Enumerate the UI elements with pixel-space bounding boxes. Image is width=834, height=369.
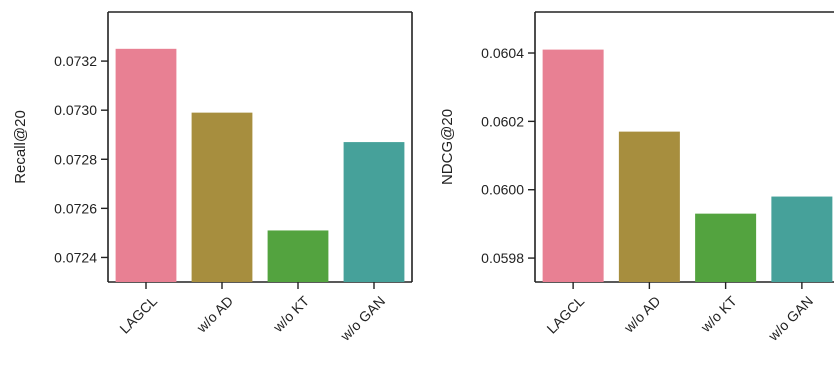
bar-w-o-ad bbox=[618, 131, 680, 282]
y-axis-label: NDCG@20 bbox=[439, 109, 456, 185]
x-tick-label: LAGCL bbox=[116, 293, 160, 337]
bar-w-o-ad bbox=[191, 112, 253, 283]
y-tick-label: 0.0604 bbox=[481, 45, 524, 61]
bar-w-o-kt bbox=[695, 213, 757, 282]
y-tick-label: 0.0724 bbox=[54, 249, 97, 265]
x-tick-label: w/o KT bbox=[269, 292, 312, 335]
ndcg-chart-panel: LAGCL w/o AD w/o KT w/o GAN 0.0598 0.0600 0.06… bbox=[439, 11, 834, 345]
bar-w-o-kt bbox=[267, 230, 329, 282]
y-tick-label: 0.0726 bbox=[54, 200, 97, 216]
x-tick-label: w/o AD bbox=[620, 293, 663, 336]
bar-lagcl bbox=[542, 49, 604, 282]
x-tick-label: w/o AD bbox=[193, 293, 236, 336]
x-tick-label: w/o GAN bbox=[764, 293, 816, 345]
bar-w-o-gan bbox=[343, 142, 405, 282]
x-tick-label: w/o GAN bbox=[336, 293, 388, 345]
x-tick-label: LAGCL bbox=[543, 293, 587, 337]
y-tick-label: 0.0598 bbox=[481, 250, 524, 266]
y-axis-label: Recall@20 bbox=[12, 110, 29, 184]
y-tick-label: 0.0600 bbox=[481, 182, 524, 198]
y-tick-label: 0.0732 bbox=[54, 53, 97, 69]
bar-lagcl bbox=[115, 48, 177, 283]
x-tick-label: w/o KT bbox=[697, 292, 740, 335]
y-tick-label: 0.0728 bbox=[54, 151, 97, 167]
bar-w-o-gan bbox=[771, 196, 833, 282]
y-tick-label: 0.0602 bbox=[481, 113, 524, 129]
recall-chart-panel: LAGCL w/o AD w/o KT w/o GAN 0.0724 0.0726 0.07… bbox=[12, 11, 413, 345]
y-tick-label: 0.0730 bbox=[54, 102, 97, 118]
